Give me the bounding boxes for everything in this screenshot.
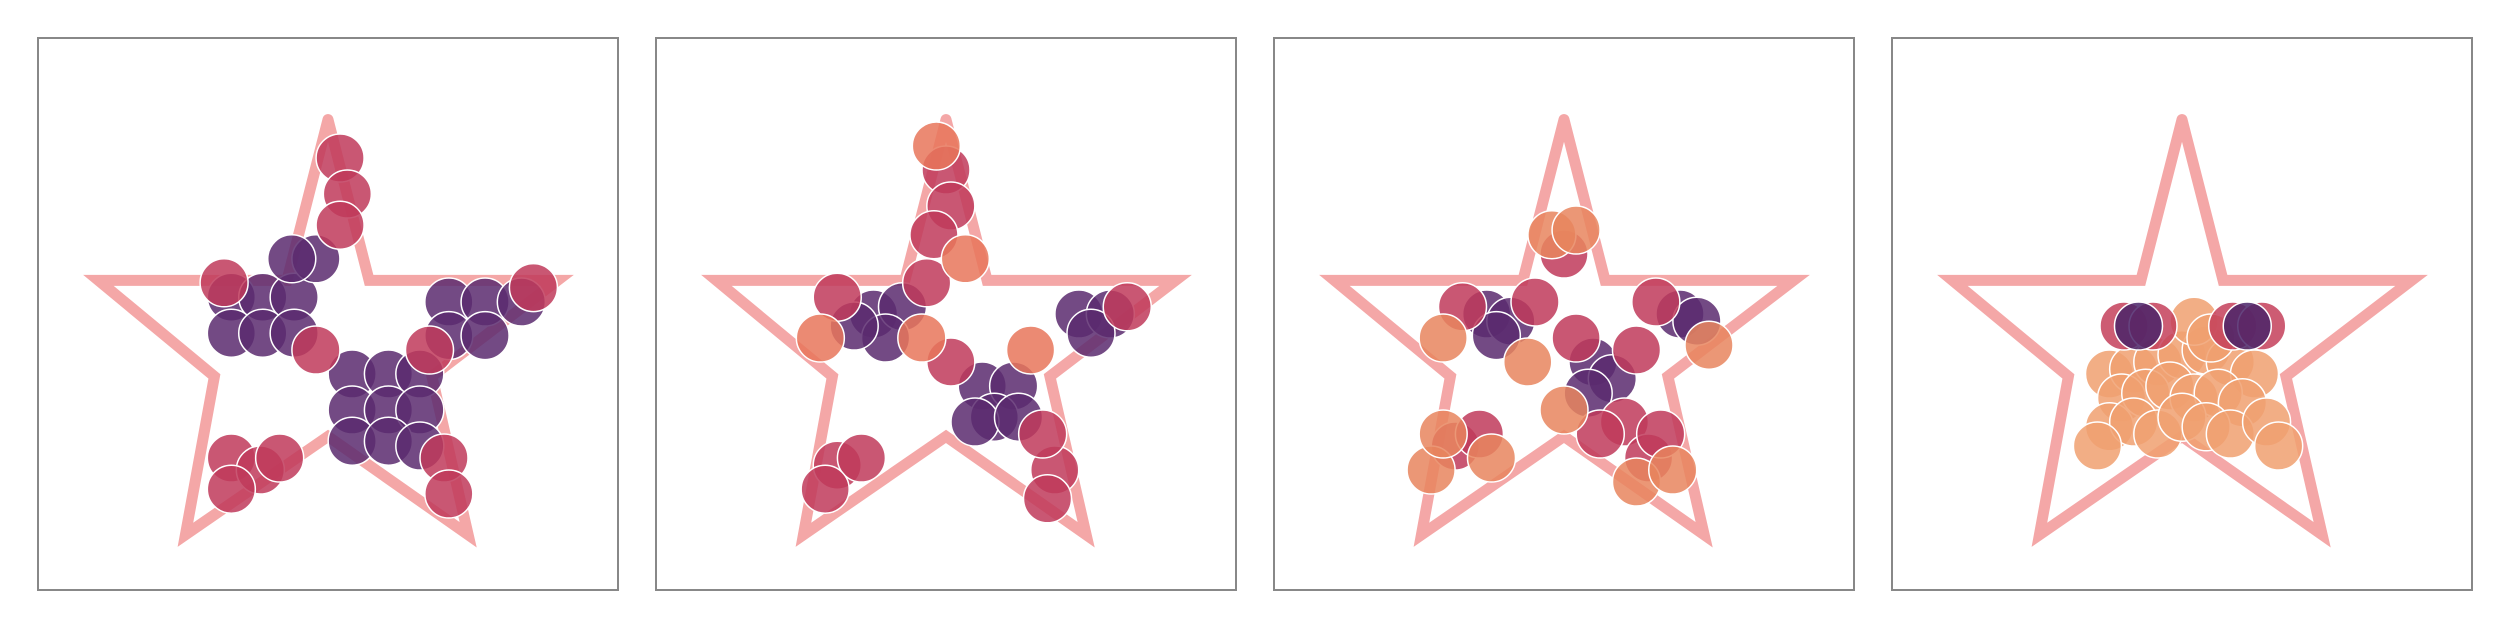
star-outline [701, 114, 1192, 548]
scatter-point [2113, 301, 2164, 351]
scatter-point [267, 234, 317, 284]
panel [37, 37, 619, 591]
scatter-point [404, 325, 455, 375]
scatter-point [940, 234, 991, 284]
scatter-point [897, 313, 947, 363]
scatter-point [911, 121, 962, 171]
scatter-point [1418, 313, 1468, 363]
scatter-point [206, 464, 257, 514]
scatter-point [1631, 277, 1681, 327]
scatter-point [2222, 301, 2272, 351]
scatter-point [1539, 385, 1589, 435]
star-outline [1319, 114, 1810, 548]
panel [1891, 37, 2473, 591]
scatter-point [1102, 282, 1152, 332]
scatter-point [1503, 337, 1553, 387]
scatter-point [795, 313, 846, 363]
scatter-point [1066, 308, 1116, 358]
scatter-point [901, 258, 952, 308]
scatter-point [2072, 421, 2123, 471]
panel [1273, 37, 1855, 591]
scatter-point [508, 262, 559, 313]
scatter-point [950, 397, 1000, 447]
scatter-point [1575, 409, 1625, 459]
panel [655, 37, 1237, 591]
scatter-point [2253, 421, 2304, 471]
scatter-point [199, 258, 249, 308]
scatter-point [1551, 313, 1601, 363]
scatter-point [1005, 325, 1056, 375]
scatter-point [1551, 205, 1601, 255]
scatter-point [1510, 277, 1560, 327]
scatter-point [1022, 474, 1073, 524]
scatter-point [291, 325, 341, 375]
scatter-point [254, 433, 305, 483]
scatter-point [1611, 325, 1662, 375]
scatter-point [460, 310, 510, 361]
scatter-point [1017, 409, 1068, 459]
scatter-point [836, 433, 887, 483]
scatter-point [1466, 433, 1517, 483]
scatter-point [1648, 445, 1698, 495]
scatter-point [1684, 320, 1734, 370]
scatter-point [315, 200, 365, 250]
scatter-point [424, 469, 474, 519]
scatter-point [800, 464, 850, 514]
scatter-point [1418, 409, 1468, 459]
